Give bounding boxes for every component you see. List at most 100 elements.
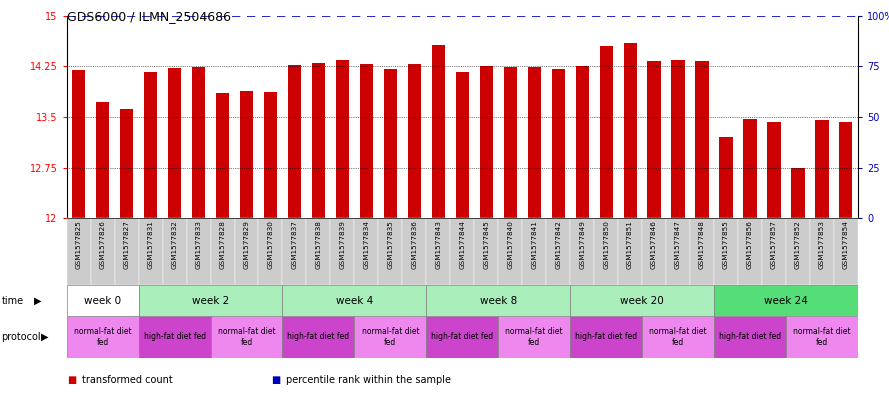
Bar <box>216 93 229 218</box>
Bar <box>551 69 565 218</box>
Bar <box>767 122 781 218</box>
Bar <box>599 46 613 218</box>
Bar <box>91 218 115 285</box>
Bar <box>139 316 211 358</box>
Text: GSM1577829: GSM1577829 <box>244 220 250 269</box>
Text: GSM1577827: GSM1577827 <box>124 220 130 269</box>
Bar <box>618 218 642 285</box>
Bar <box>139 285 283 316</box>
Bar <box>695 61 709 218</box>
Text: normal-fat diet
fed: normal-fat diet fed <box>793 327 851 347</box>
Text: GSM1577835: GSM1577835 <box>388 220 393 269</box>
Bar <box>312 63 325 218</box>
Text: ▶: ▶ <box>34 296 41 306</box>
Bar <box>623 43 637 218</box>
Text: GSM1577855: GSM1577855 <box>723 220 729 269</box>
Text: GSM1577841: GSM1577841 <box>532 220 537 269</box>
Text: GSM1577848: GSM1577848 <box>699 220 705 269</box>
Text: week 8: week 8 <box>480 296 517 306</box>
Text: week 0: week 0 <box>84 296 121 306</box>
Bar <box>480 66 493 218</box>
Text: GSM1577846: GSM1577846 <box>651 220 657 269</box>
Bar <box>283 218 307 285</box>
Bar <box>642 218 666 285</box>
Bar <box>839 122 853 218</box>
Text: GSM1577828: GSM1577828 <box>220 220 226 269</box>
Text: GSM1577849: GSM1577849 <box>579 220 585 269</box>
Bar <box>743 119 757 218</box>
Bar <box>283 316 355 358</box>
Bar <box>67 316 139 358</box>
Bar <box>427 316 498 358</box>
Bar <box>139 218 163 285</box>
Bar <box>570 316 642 358</box>
Bar <box>504 67 517 218</box>
Bar <box>522 218 546 285</box>
Bar <box>384 69 397 218</box>
Text: GSM1577826: GSM1577826 <box>100 220 106 269</box>
Text: high-fat diet fed: high-fat diet fed <box>143 332 205 342</box>
Bar <box>379 218 403 285</box>
Bar <box>360 64 373 218</box>
Bar <box>546 218 570 285</box>
Bar <box>456 72 469 218</box>
Bar <box>211 316 283 358</box>
Bar <box>498 218 522 285</box>
Text: normal-fat diet
fed: normal-fat diet fed <box>74 327 132 347</box>
Bar <box>211 218 235 285</box>
Text: GSM1577831: GSM1577831 <box>148 220 154 269</box>
Text: week 20: week 20 <box>621 296 664 306</box>
Bar <box>791 167 805 218</box>
Bar <box>67 285 139 316</box>
Bar <box>714 218 738 285</box>
Text: GSM1577833: GSM1577833 <box>196 220 202 269</box>
Bar <box>671 60 685 218</box>
Text: GSM1577845: GSM1577845 <box>484 220 489 269</box>
Text: GSM1577830: GSM1577830 <box>268 220 274 269</box>
Bar <box>259 218 283 285</box>
Text: GSM1577838: GSM1577838 <box>316 220 322 269</box>
Bar <box>235 218 259 285</box>
Text: GDS6000 / ILMN_2504686: GDS6000 / ILMN_2504686 <box>67 10 230 23</box>
Bar <box>187 218 211 285</box>
Text: ▶: ▶ <box>41 332 48 342</box>
Bar <box>331 218 355 285</box>
Text: transformed count: transformed count <box>82 375 172 386</box>
Bar <box>762 218 786 285</box>
Bar <box>427 285 570 316</box>
Bar <box>264 92 277 218</box>
Text: high-fat diet fed: high-fat diet fed <box>431 332 493 342</box>
Bar <box>72 70 85 218</box>
Bar <box>355 316 427 358</box>
Text: high-fat diet fed: high-fat diet fed <box>719 332 781 342</box>
Text: GSM1577832: GSM1577832 <box>172 220 178 269</box>
Text: GSM1577850: GSM1577850 <box>603 220 609 269</box>
Text: week 2: week 2 <box>192 296 229 306</box>
Bar <box>168 68 181 218</box>
Text: normal-fat diet
fed: normal-fat diet fed <box>505 327 563 347</box>
Bar <box>283 285 427 316</box>
Text: GSM1577857: GSM1577857 <box>771 220 777 269</box>
Bar <box>570 218 594 285</box>
Text: normal-fat diet
fed: normal-fat diet fed <box>362 327 420 347</box>
Bar <box>738 218 762 285</box>
Bar <box>690 218 714 285</box>
Text: GSM1577825: GSM1577825 <box>76 220 82 269</box>
Bar <box>594 218 618 285</box>
Bar <box>527 67 541 218</box>
Bar <box>570 285 714 316</box>
Text: ■: ■ <box>271 375 280 386</box>
Text: GSM1577854: GSM1577854 <box>843 220 849 269</box>
Bar <box>474 218 498 285</box>
Text: GSM1577839: GSM1577839 <box>340 220 346 269</box>
Text: GSM1577834: GSM1577834 <box>364 220 369 269</box>
Text: GSM1577847: GSM1577847 <box>675 220 681 269</box>
Bar <box>719 137 733 218</box>
Bar <box>408 64 420 218</box>
Bar <box>192 67 205 218</box>
Bar <box>427 218 451 285</box>
Text: GSM1577844: GSM1577844 <box>460 220 465 269</box>
Bar <box>355 218 379 285</box>
Bar <box>815 120 829 218</box>
Bar <box>115 218 139 285</box>
